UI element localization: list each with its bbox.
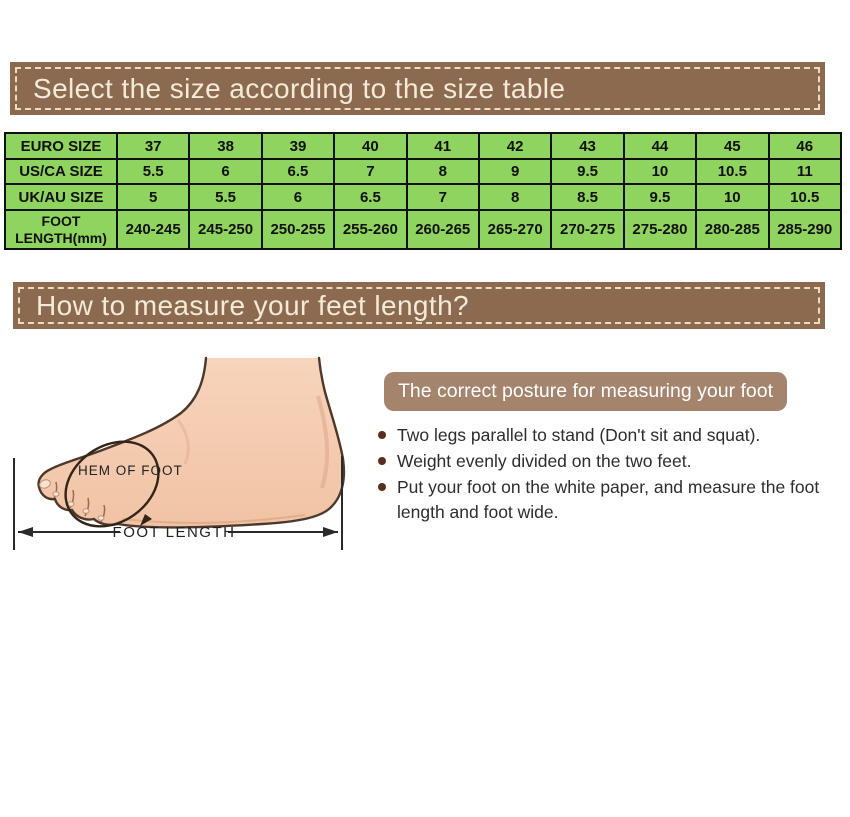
size-table: EURO SIZE 37 38 39 40 41 42 43 44 45 46 …	[4, 132, 843, 250]
size-cell: 6	[260, 183, 336, 211]
bullet-icon	[378, 431, 386, 439]
size-cell: 45	[695, 132, 770, 160]
row-label-ukau: UK/AU SIZE	[4, 183, 118, 211]
heel-shading	[316, 395, 330, 489]
size-cell: 8	[405, 158, 480, 185]
size-cell: 6	[188, 158, 263, 185]
hem-of-foot-label: HEM OF FOOT	[78, 463, 183, 478]
hem-loop	[64, 440, 160, 528]
size-cell: 41	[405, 132, 480, 160]
foot-shape	[38, 358, 344, 528]
list-item: Weight evenly divided on the two feet.	[378, 449, 840, 474]
toenails	[39, 479, 105, 521]
size-cell: 10	[622, 158, 698, 185]
size-cell: 5.5	[115, 158, 191, 185]
size-cell: 8.5	[550, 183, 625, 211]
bullet-text: Two legs parallel to stand (Don't sit an…	[397, 425, 761, 445]
size-cell: 7	[405, 183, 480, 211]
size-cell: 9.5	[550, 158, 625, 185]
size-cell: 9	[477, 158, 553, 185]
size-cell: 44	[622, 132, 698, 160]
table-row-euro: EURO SIZE 37 38 39 40 41 42 43 44 45 46	[4, 132, 843, 160]
hem-loop-arrowhead	[140, 514, 152, 526]
size-cell: 10.5	[767, 183, 843, 211]
size-cell: 38	[188, 132, 263, 160]
table-row-footlength: FOOT LENGTH(mm) 240-245 245-250 250-255 …	[4, 209, 843, 250]
bullet-text: Put your foot on the white paper, and me…	[397, 477, 820, 522]
arrow-right	[323, 527, 338, 537]
size-cell: 9.5	[622, 183, 698, 211]
size-cell: 43	[550, 132, 625, 160]
posture-title: The correct posture for measuring your f…	[398, 380, 774, 402]
size-cell: 6.5	[333, 183, 408, 211]
size-cell: 7	[333, 158, 408, 185]
measure-lines	[13, 456, 343, 550]
row-label-euro: EURO SIZE	[4, 132, 118, 160]
size-cell: 280-285	[695, 209, 770, 250]
size-cell: 285-290	[767, 209, 843, 250]
size-cell: 37	[115, 132, 191, 160]
measure-banner: How to measure your feet length?	[13, 282, 825, 329]
foot-outline	[37, 356, 346, 529]
table-row-ukau: UK/AU SIZE 5 5.5 6 6.5 7 8 8.5 9.5 10 10…	[4, 183, 843, 211]
posture-title-box: The correct posture for measuring your f…	[384, 372, 788, 411]
instep-shading	[176, 419, 190, 465]
size-cell: 240-245	[115, 209, 191, 250]
list-item: Put your foot on the white paper, and me…	[378, 475, 840, 525]
measure-banner-text: How to measure your feet length?	[18, 287, 820, 324]
size-cell: 8	[477, 183, 553, 211]
foot-length-label: FOOT LENGTH	[113, 524, 236, 541]
size-table-banner: Select the size according to the size ta…	[10, 62, 825, 115]
size-cell: 5	[115, 183, 191, 211]
size-cell: 46	[767, 132, 843, 160]
row-label-footlength: FOOT LENGTH(mm)	[4, 209, 118, 250]
size-cell: 11	[767, 158, 843, 185]
size-cell: 275-280	[622, 209, 698, 250]
size-cell: 39	[260, 132, 336, 160]
size-cell: 265-270	[477, 209, 553, 250]
size-cell: 42	[477, 132, 553, 160]
size-cell: 10	[695, 183, 770, 211]
bullet-icon	[378, 457, 386, 465]
foot-illustration: HEM OF FOOT FOOT LENGTH	[13, 356, 346, 550]
list-item: Two legs parallel to stand (Don't sit an…	[378, 423, 840, 448]
row-label-usca: US/CA SIZE	[4, 158, 118, 185]
arrow-left	[18, 527, 33, 537]
bullet-text: Weight evenly divided on the two feet.	[397, 451, 692, 471]
size-cell: 6.5	[260, 158, 336, 185]
size-cell: 5.5	[188, 183, 263, 211]
size-cell: 270-275	[550, 209, 625, 250]
size-cell: 255-260	[333, 209, 408, 250]
size-cell: 245-250	[188, 209, 263, 250]
size-cell: 40	[333, 132, 408, 160]
size-cell: 10.5	[695, 158, 770, 185]
size-cell: 260-265	[405, 209, 480, 250]
table-row-usca: US/CA SIZE 5.5 6 6.5 7 8 9 9.5 10 10.5 1…	[4, 158, 843, 185]
size-table-banner-text: Select the size according to the size ta…	[15, 67, 820, 110]
bullet-icon	[378, 483, 386, 491]
foot-measurement-diagram: HEM OF FOOT FOOT LENGTH	[0, 338, 380, 566]
size-cell: 250-255	[260, 209, 336, 250]
posture-bullet-list: Two legs parallel to stand (Don't sit an…	[378, 423, 840, 526]
